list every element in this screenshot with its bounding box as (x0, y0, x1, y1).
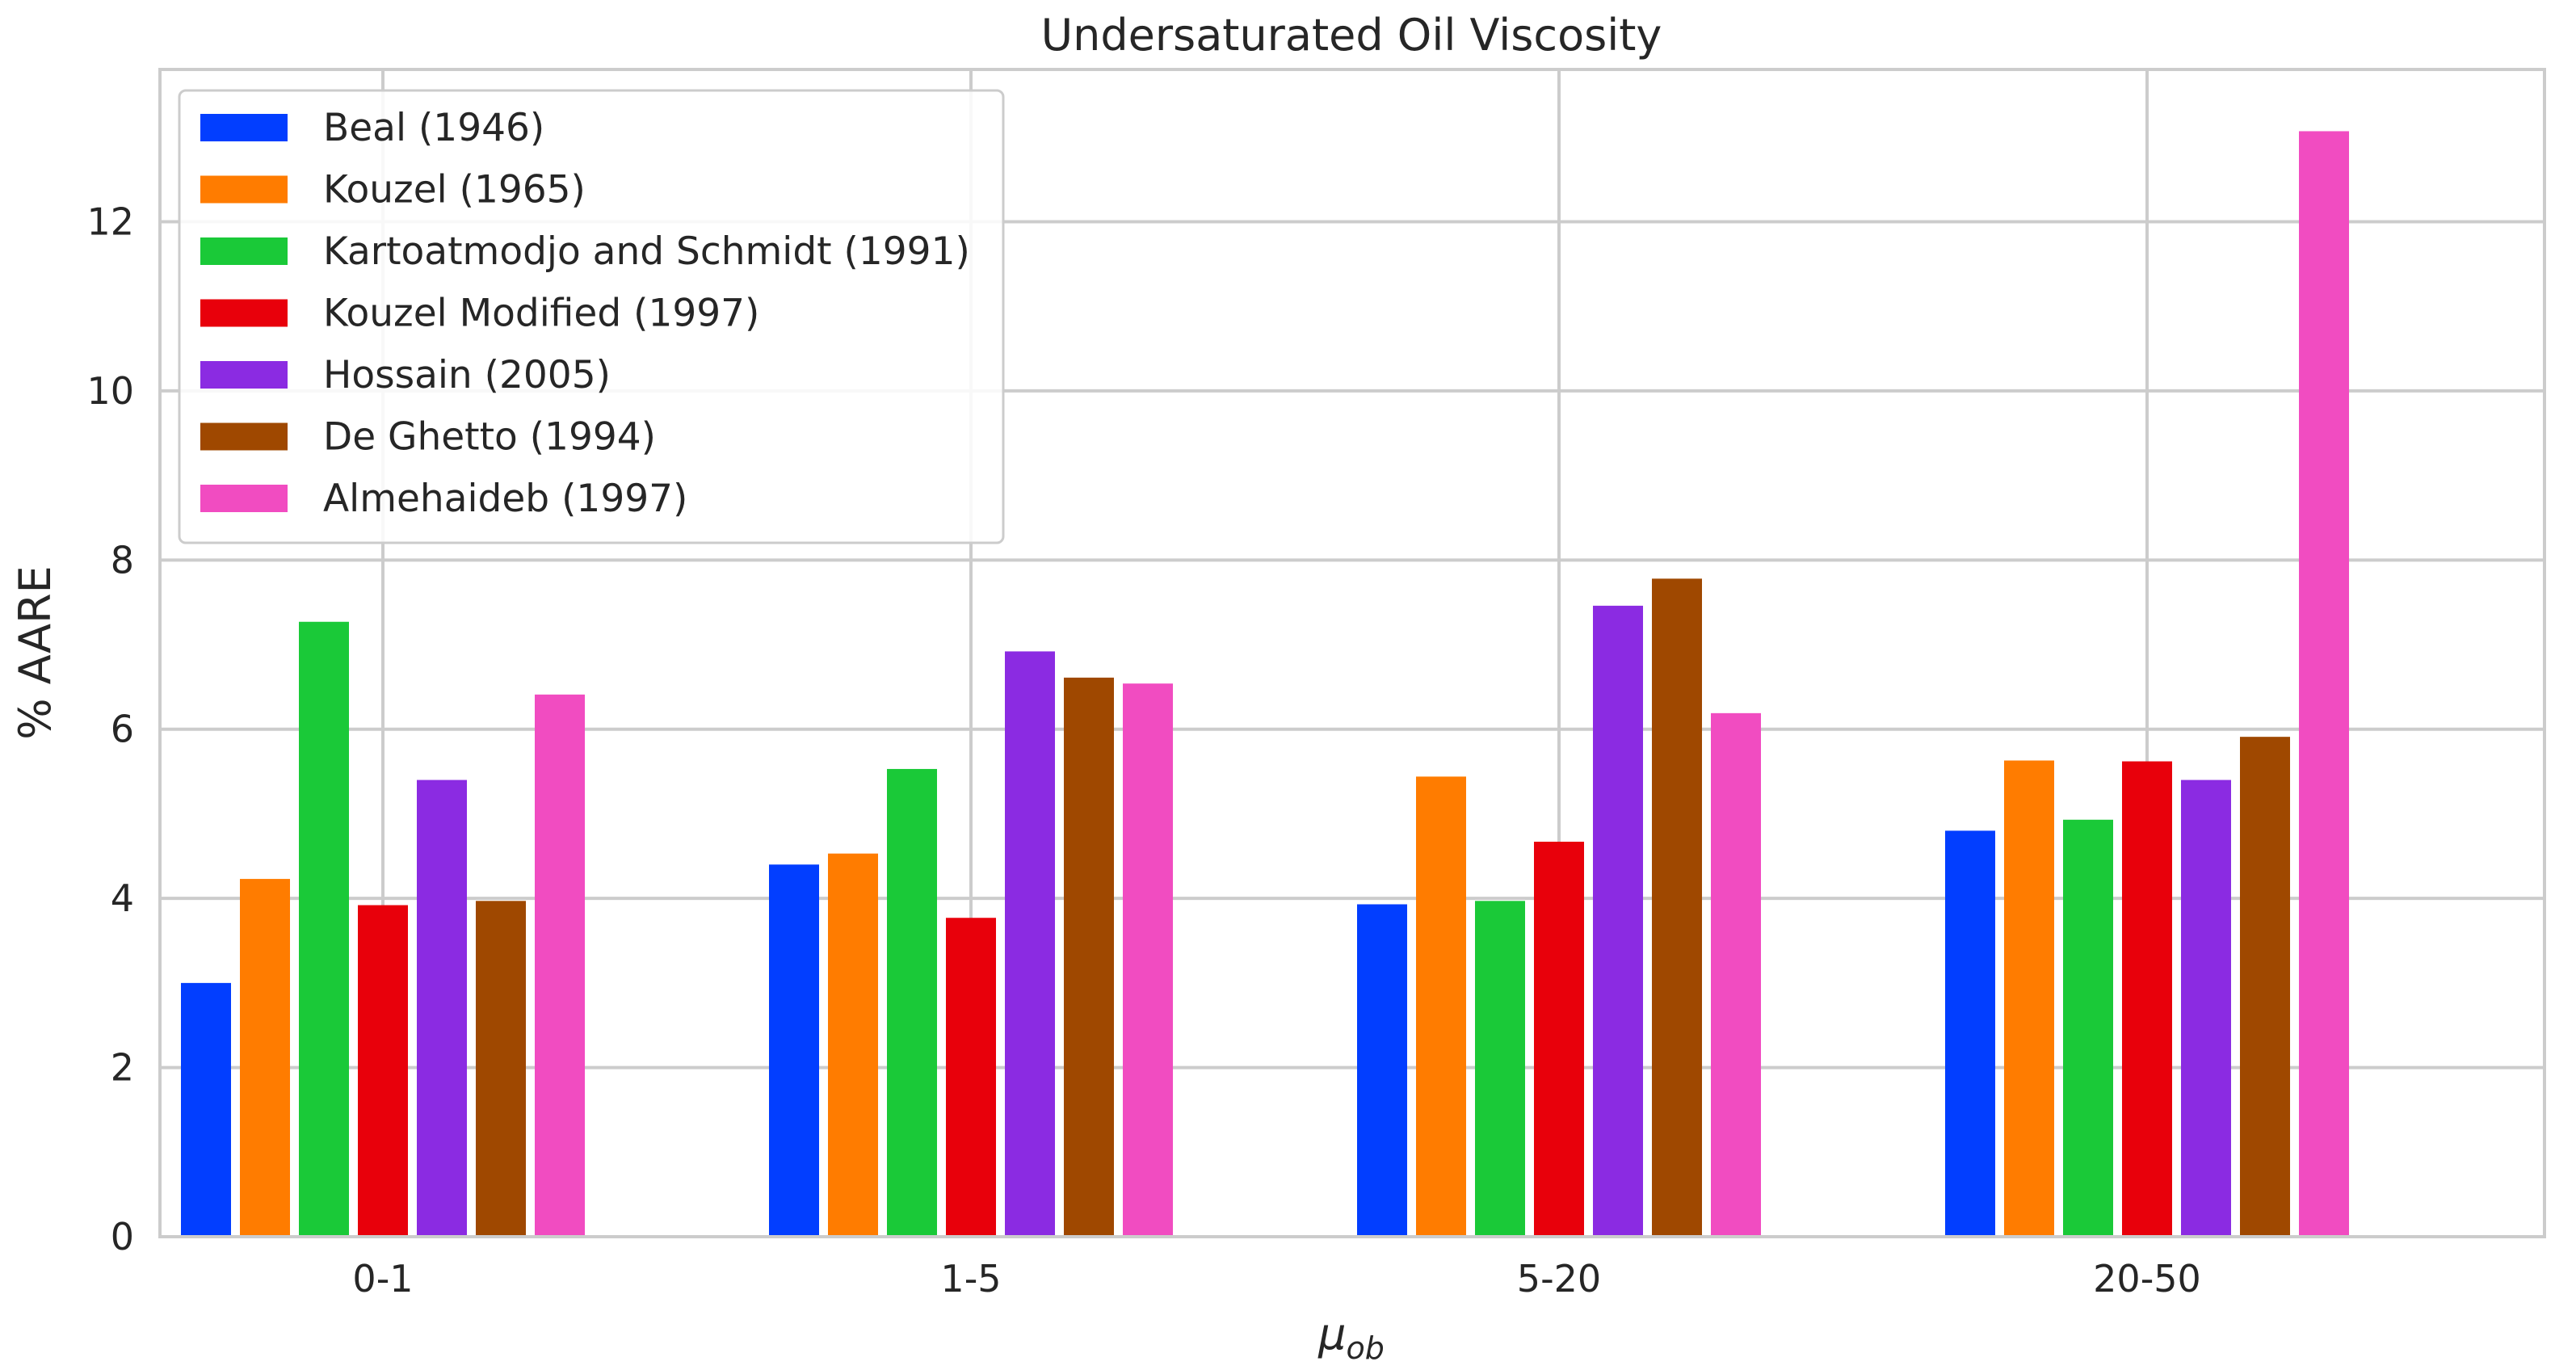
bar (2240, 737, 2290, 1237)
legend-swatch (200, 485, 288, 512)
legend: Beal (1946) Kouzel (1965) Kartoatmodjo and… (178, 89, 1005, 544)
bar (1357, 904, 1407, 1237)
x-tick-label: 0-1 (352, 1257, 413, 1301)
y-tick-label: 12 (86, 200, 134, 243)
bar (887, 768, 937, 1237)
y-tick-label: 8 (111, 538, 134, 582)
bar (1534, 842, 1584, 1237)
legend-label: Kouzel (1965) (323, 168, 586, 212)
bar (1005, 651, 1055, 1237)
y-tick-label: 0 (111, 1215, 134, 1259)
bar (1416, 776, 1466, 1237)
bar (769, 864, 819, 1237)
y-axis-ticks: 0 2 4 6 8 10 12 (86, 200, 134, 1259)
legend-swatch (200, 114, 288, 141)
legend-swatch (200, 422, 288, 451)
bar (1064, 677, 1114, 1237)
chart-title: Undersaturated Oil Viscosity (1041, 10, 1662, 61)
bar (2063, 819, 2113, 1237)
x-tick-label: 5-20 (1517, 1257, 1601, 1301)
legend-swatch (200, 175, 288, 204)
legend-swatch (200, 237, 288, 265)
bar (2299, 131, 2349, 1238)
bar (181, 982, 231, 1237)
y-axis-label: % AARE (10, 565, 61, 740)
legend-label: Hossain (2005) (323, 353, 611, 397)
legend-swatch (200, 299, 288, 327)
bar (1593, 605, 1643, 1237)
x-tick-label: 20-50 (2093, 1257, 2201, 1301)
bar (2122, 761, 2172, 1237)
x-axis-label-subscript: ob (1346, 1330, 1384, 1366)
bar (417, 780, 467, 1237)
bar (1945, 830, 1995, 1237)
bar (299, 621, 349, 1237)
y-tick-label: 6 (111, 708, 134, 751)
y-tick-label: 2 (111, 1046, 134, 1090)
bar (828, 853, 878, 1237)
y-tick-label: 4 (111, 876, 134, 920)
bars (181, 131, 2349, 1238)
legend-label: Beal (1946) (323, 106, 544, 150)
bar (240, 879, 290, 1237)
x-axis-label-symbol: μ (1317, 1309, 1346, 1359)
bar (2181, 780, 2231, 1237)
y-tick-label: 10 (86, 369, 134, 413)
x-tick-label: 1-5 (940, 1257, 1001, 1301)
bar (946, 918, 996, 1237)
bar (1711, 712, 1761, 1237)
bar (535, 694, 585, 1237)
legend-label: Kartoatmodjo and Schmidt (1991) (323, 229, 970, 274)
bar (1652, 578, 1702, 1237)
bar (2004, 760, 2054, 1237)
bar (476, 901, 526, 1237)
legend-swatch (200, 361, 288, 389)
bar (358, 905, 408, 1237)
bar (1475, 901, 1525, 1237)
bar (1123, 683, 1173, 1237)
legend-label: Kouzel Modified (1997) (323, 292, 759, 336)
legend-label: De Ghetto (1994) (323, 415, 656, 460)
x-axis-label: μob (1317, 1309, 1385, 1366)
legend-frame (178, 89, 1005, 544)
plot-frame (158, 68, 2546, 1238)
x-axis-ticks: 0-1 1-5 5-20 20-50 (352, 1257, 2200, 1301)
legend-label: Almehaideb (1997) (323, 477, 687, 521)
